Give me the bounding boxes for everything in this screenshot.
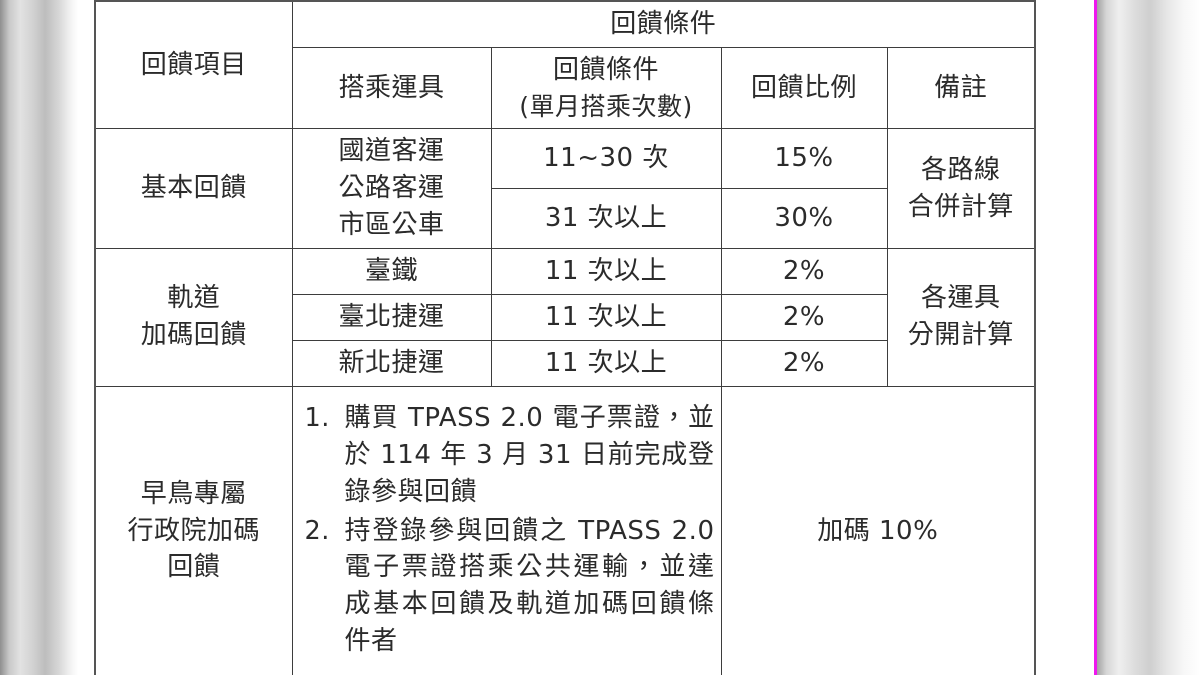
row-vehicle: 新北捷運: [291, 339, 492, 387]
row-ratio: 2%: [720, 293, 888, 341]
header-cell-condition: 回饋條件 (單月搭乘次數): [490, 46, 722, 130]
remark-line: 合併計算: [907, 191, 1014, 222]
row-item-early-bird-bonus: 早鳥專屬 行政院加碼 回饋: [94, 385, 293, 675]
list-item: 持登錄參與回饋之 TPASS 2.0 電子票證搭乘公共運輸，並達成基本回饋及軌道…: [305, 513, 715, 657]
list-item: 購買 TPASS 2.0 電子票證，並於 114 年 3 月 31 日前完成登錄…: [305, 400, 715, 507]
reward-conditions-table: 回饋項目 回饋條件 搭乘運具 回饋條件 (單月搭乘次數) 回饋比例 備註 基本回…: [94, 0, 1037, 675]
row-ratio: 2%: [720, 248, 888, 295]
table-row: 31 次以上 30%: [95, 188, 1035, 250]
row-condition: 31 次以上: [490, 188, 722, 250]
row-condition: 11~30 次: [490, 128, 722, 190]
header-cell-item: 回饋項目: [94, 0, 293, 130]
item-line: 回饋: [167, 552, 221, 583]
reward-conditions-table-container: 回饋項目 回饋條件 搭乘運具 回饋條件 (單月搭乘次數) 回饋比例 備註 基本回…: [94, 0, 1037, 675]
row-ratio: 30%: [720, 188, 888, 250]
table-row: 臺北捷運 11 次以上 2%: [95, 293, 1035, 341]
row-vehicle-basic-reward: 國道客運 公路客運 市區公車: [291, 128, 492, 250]
row-vehicle: 臺北捷運: [291, 293, 492, 341]
item-line: 行政院加碼: [127, 515, 260, 546]
item-line: 加碼回饋: [140, 320, 247, 351]
early-bird-conditions-list: 購買 TPASS 2.0 電子票證，並於 114 年 3 月 31 日前完成登錄…: [299, 400, 715, 660]
header-cell-conditions-group: 回饋條件: [291, 0, 1036, 48]
row-conditions-early-bird: 購買 TPASS 2.0 電子票證，並於 114 年 3 月 31 日前完成登錄…: [291, 385, 722, 675]
vehicle-line: 市區公車: [338, 210, 445, 241]
row-remark-rail-bonus: 各運具 分開計算: [886, 248, 1036, 387]
table-header-row-columns: 搭乘運具 回饋條件 (單月搭乘次數) 回饋比例 備註: [95, 46, 1036, 130]
header-condition-main: 回饋條件: [552, 54, 659, 85]
row-condition: 11 次以上: [490, 339, 722, 387]
table-row: 軌道 加碼回饋 臺鐵 11 次以上 2% 各運具 分開計算: [94, 248, 1036, 387]
table-header-row-group: 回饋項目 回饋條件: [94, 0, 1036, 130]
item-line: 早鳥專屬: [140, 478, 247, 509]
vehicle-line: 公路客運: [338, 173, 445, 204]
header-cell-vehicle: 搭乘運具: [291, 46, 492, 130]
header-cell-ratio: 回饋比例: [720, 46, 888, 130]
row-condition: 11 次以上: [490, 248, 722, 295]
row-item-basic-reward: 基本回饋: [94, 128, 293, 250]
table-row: 基本回饋 國道客運 公路客運 市區公車 11~30 次 15% 各路線 合併計算: [94, 128, 1036, 250]
item-line: 軌道: [167, 283, 221, 314]
remark-line: 分開計算: [907, 320, 1014, 351]
table-row: 早鳥專屬 行政院加碼 回饋 購買 TPASS 2.0 電子票證，並於 114 年…: [94, 385, 1036, 675]
vehicle-line: 國道客運: [338, 136, 445, 167]
row-bonus-early-bird: 加碼 10%: [720, 385, 1036, 675]
row-ratio: 2%: [720, 339, 888, 387]
table-row: 新北捷運 11 次以上 2%: [95, 339, 1035, 387]
row-remark-basic-reward: 各路線 合併計算: [886, 128, 1036, 250]
page-left-shadow: [0, 0, 78, 675]
row-vehicle: 臺鐵: [291, 248, 492, 295]
remark-line: 各路線: [921, 154, 1001, 185]
row-ratio: 15%: [720, 128, 888, 190]
row-condition: 11 次以上: [490, 293, 722, 341]
remark-line: 各運具: [921, 283, 1001, 314]
row-item-rail-bonus: 軌道 加碼回饋: [94, 248, 293, 387]
magenta-guide-line: [1094, 0, 1097, 675]
header-condition-sub: (單月搭乘次數): [519, 91, 693, 121]
page-right-shadow: [1096, 0, 1200, 675]
header-cell-remark: 備註: [886, 46, 1036, 130]
